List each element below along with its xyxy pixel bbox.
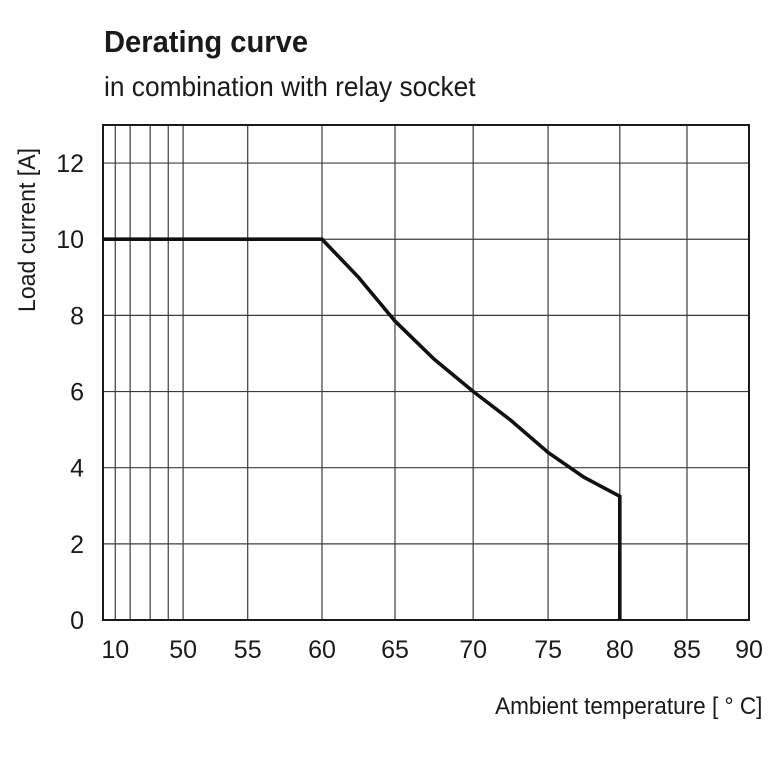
chart-subtitle: in combination with relay socket — [104, 71, 476, 102]
y-tick-label-2: 2 — [70, 531, 84, 559]
y-tick-label-4: 4 — [70, 455, 84, 483]
y-tick-label-0: 0 — [70, 607, 84, 635]
x-tick-label-65: 65 — [381, 636, 409, 664]
y-tick-label-8: 8 — [70, 302, 84, 330]
x-tick-label-90: 90 — [735, 636, 763, 664]
x-axis-title: Ambient temperature [ ° C] — [494, 693, 762, 720]
derating-curve — [103, 237, 622, 620]
x-tick-label-50: 50 — [169, 636, 197, 664]
x-tick-label-55: 55 — [234, 636, 262, 664]
chart-plot-svg: 10 50 55 60 65 70 75 80 85 90 0 2 4 6 8 10 12 — [56, 124, 763, 664]
x-tick-label-70: 70 — [459, 636, 487, 664]
chart-title: Derating curve — [104, 24, 309, 59]
y-tick-label-12: 12 — [56, 150, 84, 178]
y-tick-label-6: 6 — [70, 379, 84, 407]
y-tick-label-10: 10 — [56, 226, 84, 254]
x-tick-label-80: 80 — [606, 636, 634, 664]
x-tick-label-75: 75 — [534, 636, 562, 664]
y-axis-title: Load current [A] — [14, 148, 41, 312]
plot-frame — [102, 124, 750, 621]
x-tick-label-60: 60 — [308, 636, 336, 664]
x-tick-label-85: 85 — [673, 636, 701, 664]
x-tick-label-10: 10 — [101, 636, 129, 664]
